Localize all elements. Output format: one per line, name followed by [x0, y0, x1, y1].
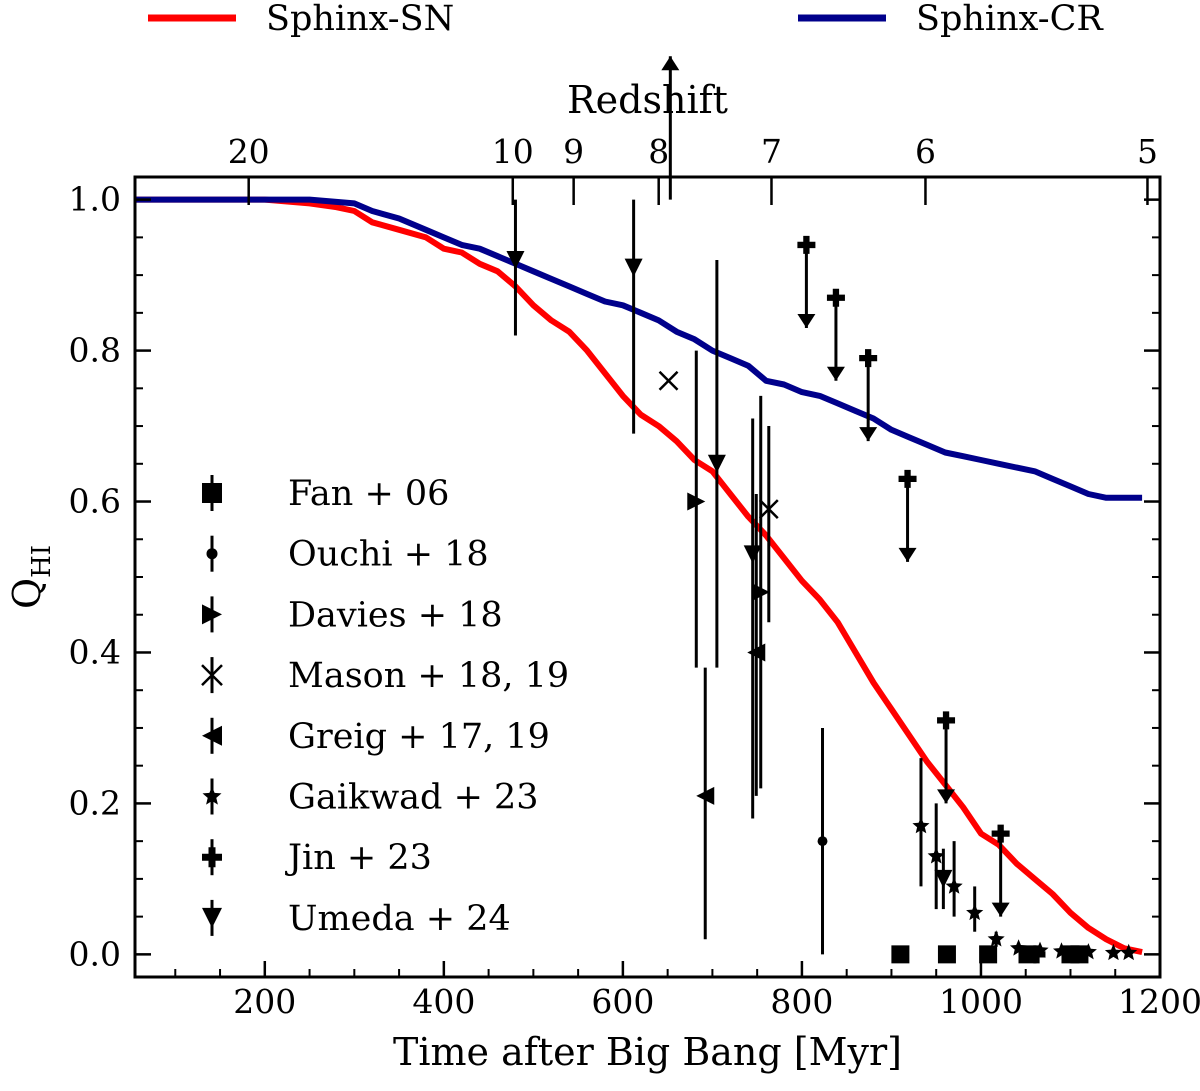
- legend-marker-fan-06: [202, 483, 222, 503]
- marker-jin-23: [898, 469, 917, 488]
- legend-label: Ouchi + 18: [288, 535, 489, 575]
- marker-gaikwad-23: [1079, 943, 1097, 960]
- marker-gaikwad-23: [1104, 943, 1122, 961]
- marker-umeda-24: [707, 454, 726, 473]
- marker-gaikwad-23: [966, 903, 984, 921]
- marker-gaikwad-23: [1053, 942, 1071, 959]
- legend-marker-umeda-24: [202, 907, 222, 928]
- marker-jin-23: [859, 349, 878, 368]
- marker-umeda-24: [506, 251, 525, 270]
- y-axis-title: QHI: [5, 545, 57, 609]
- y-tick-label: 0.4: [69, 632, 121, 671]
- legend-marker-ouchi-18: [206, 548, 218, 560]
- limit-arrow-head-jin-23: [937, 789, 956, 804]
- y-axis-title-sub: HI: [27, 545, 57, 578]
- limit-arrow-head-umeda-24: [661, 56, 680, 71]
- marker-ouchi-18: [817, 836, 828, 847]
- top-tick-label: 9: [563, 132, 584, 171]
- marker-gaikwad-23: [987, 930, 1005, 947]
- legend-label-sphinx-cr: Sphinx-CR: [916, 0, 1104, 39]
- legend-label: Greig + 17, 19: [288, 717, 550, 757]
- marker-greig-17-19: [747, 643, 766, 662]
- marker-mason-18-19: [758, 499, 779, 519]
- marker-fan-06: [891, 945, 910, 964]
- x-tick-label: 400: [412, 982, 475, 1021]
- y-tick-label: 0.6: [69, 482, 121, 521]
- legend-label: Davies + 18: [288, 595, 503, 635]
- y-tick-label: 1.0: [69, 180, 121, 219]
- top-tick-label: 7: [761, 132, 782, 171]
- marker-davies-18: [687, 492, 706, 511]
- model-legend: Sphinx-SN Sphinx-CR: [148, 0, 1104, 39]
- marker-gaikwad-23: [1010, 939, 1028, 956]
- marker-gaikwad-23: [1120, 943, 1138, 961]
- marker-umeda-24: [624, 258, 643, 277]
- limit-arrow-head-jin-23: [826, 366, 845, 381]
- marker-jin-23: [1027, 945, 1046, 964]
- legend-marker-mason-18-19: [201, 664, 223, 686]
- marker-jin-23: [991, 824, 1010, 843]
- series-line-sphinx-sn: [135, 196, 1143, 956]
- marker-fan-06: [937, 945, 956, 964]
- legend-label: Umeda + 24: [288, 899, 511, 939]
- marker-jin-23: [797, 235, 816, 254]
- x-tick-label: 600: [591, 982, 654, 1021]
- marker-gaikwad-23: [927, 847, 945, 864]
- marker-fan-06: [979, 945, 998, 964]
- marker-greig-17-19: [696, 786, 715, 805]
- limit-arrow-head-jin-23: [859, 427, 878, 442]
- limit-arrow-head-jin-23: [898, 547, 917, 562]
- legend-label: Mason + 18, 19: [288, 656, 569, 696]
- x-tick-label: 200: [233, 982, 296, 1021]
- x-tick-label: 800: [770, 982, 833, 1021]
- axes: 200 400 600 800 1000 1200 0.0 0.2 0.4 0.6 0.8 1.0 20…: [69, 132, 1200, 1021]
- marker-gaikwad-23: [945, 877, 963, 894]
- y-tick-label: 0.8: [69, 331, 121, 370]
- top-tick-label: 20: [228, 132, 270, 171]
- legend-label-sphinx-sn: Sphinx-SN: [266, 0, 454, 39]
- limit-arrow-head-jin-23: [991, 902, 1010, 917]
- y-axis-title-main: Q: [5, 578, 49, 609]
- top-tick-label: 5: [1137, 132, 1158, 171]
- observations-legend: Fan + 06 Ouchi + 18 Davies + 18 Mason + 18,…: [201, 474, 569, 939]
- marker-mason-18-19: [658, 370, 679, 391]
- x-axis-title: Time after Big Bang [Myr]: [393, 1030, 902, 1074]
- marker-umeda-24: [934, 869, 953, 888]
- limit-arrow-head-jin-23: [797, 313, 816, 328]
- legend-marker-greig-17-19: [202, 725, 222, 746]
- top-tick-label: 10: [492, 132, 534, 171]
- x-tick-label: 1000: [939, 982, 1023, 1021]
- marker-jin-23: [826, 288, 845, 307]
- legend-marker-davies-18: [202, 604, 222, 625]
- legend-label: Gaikwad + 23: [288, 778, 539, 818]
- x-tick-label: 1200: [1118, 982, 1200, 1021]
- marker-umeda-24: [743, 545, 762, 564]
- plot-observations: [506, 56, 1138, 964]
- top-tick-label: 8: [648, 132, 669, 171]
- top-tick-label: 6: [915, 132, 936, 171]
- marker-jin-23: [937, 711, 956, 730]
- top-axis-title: Redshift: [567, 78, 728, 122]
- legend-marker-jin-23: [202, 847, 222, 868]
- legend-label: Fan + 06: [288, 474, 449, 514]
- legend-label: Jin + 23: [285, 838, 432, 878]
- marker-gaikwad-23: [912, 817, 930, 834]
- plot-curves: [135, 196, 1143, 956]
- y-tick-label: 0.0: [69, 934, 121, 973]
- series-line-sphinx-cr: [135, 196, 1143, 501]
- y-tick-label: 0.2: [69, 783, 121, 822]
- legend-marker-gaikwad-23: [202, 786, 222, 805]
